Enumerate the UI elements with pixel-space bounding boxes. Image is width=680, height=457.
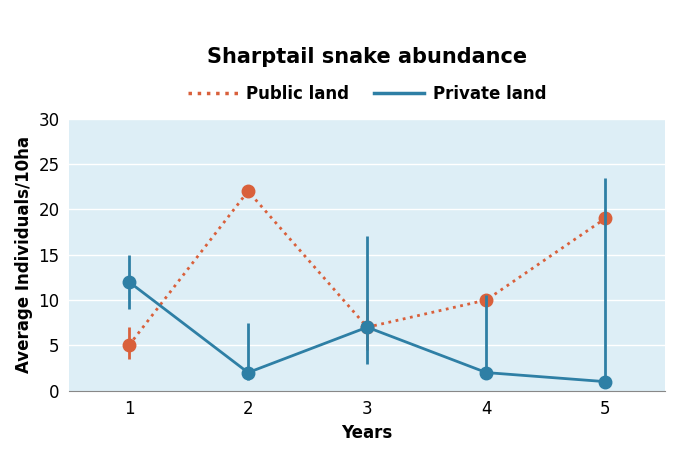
- X-axis label: Years: Years: [341, 424, 393, 442]
- Legend: Public land, Private land: Public land, Private land: [182, 78, 553, 109]
- Y-axis label: Average Individuals/10ha: Average Individuals/10ha: [15, 136, 33, 373]
- Title: Sharptail snake abundance: Sharptail snake abundance: [207, 47, 527, 67]
